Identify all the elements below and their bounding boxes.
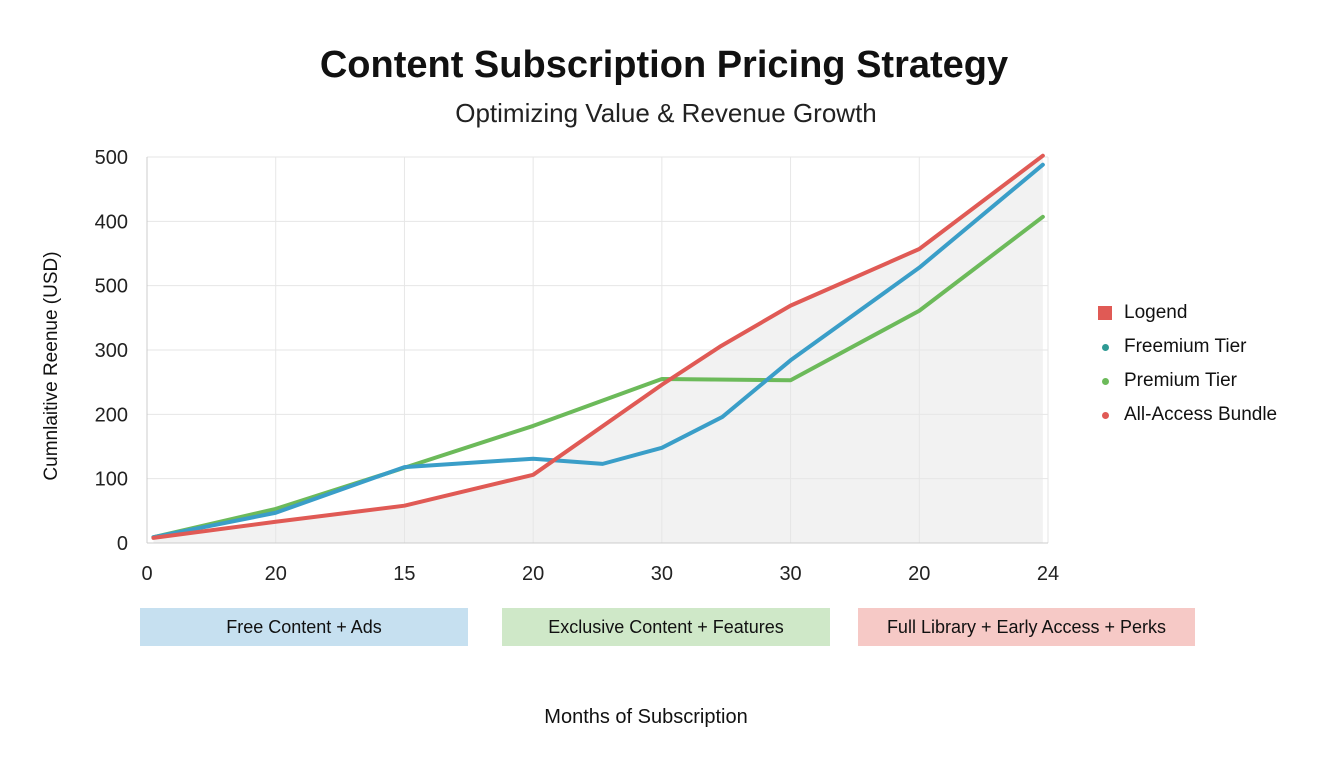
y-axis-label: Cumnlaitive Reenue (USD)	[41, 251, 62, 481]
series-line-all-access-bundle	[151, 153, 1045, 540]
legend-item-premium: Premium Tier	[1098, 364, 1277, 398]
y-tick-label: 0	[117, 533, 128, 555]
x-tick-label: 30	[779, 563, 801, 585]
legend-title-text: Logend	[1124, 302, 1188, 323]
y-tick-label: 400	[95, 211, 128, 233]
legend-dot-icon	[1102, 343, 1109, 351]
area-fill	[153, 155, 1043, 544]
legend-label: Premium Tier	[1124, 370, 1237, 391]
y-tick-label: 300	[95, 340, 128, 362]
x-tick-label: 0	[141, 563, 152, 585]
legend-label: Freemium Tier	[1124, 336, 1247, 357]
legend-dot-icon	[1102, 377, 1109, 385]
y-tick-label: 200	[95, 404, 128, 426]
tier-band-free: Free Content + Ads	[140, 608, 468, 646]
x-tick-label: 20	[908, 563, 930, 585]
tier-band-exclusive: Exclusive Content + Features	[502, 608, 830, 646]
x-tick-label: 20	[522, 563, 544, 585]
legend-dot-icon	[1102, 411, 1109, 419]
series-line-premium-tier	[151, 214, 1045, 540]
legend-label: All-Access Bundle	[1124, 404, 1278, 425]
y-tick-label: 100	[95, 469, 128, 491]
y-tick-label: 500	[95, 276, 128, 298]
tier-band-full: Full Library + Early Access + Perks	[858, 608, 1195, 646]
x-tick-label: 30	[651, 563, 673, 585]
chart-subtitle: Optimizing Value & Revenue Growth	[455, 98, 877, 128]
legend: Logend Freemium Tier Premium Tier All-Ac…	[1098, 296, 1277, 432]
legend-item-all-access: All-Access Bundle	[1098, 398, 1277, 432]
x-tick-label: 24	[1037, 563, 1059, 585]
x-tick-label: 20	[265, 563, 287, 585]
x-tick-label: 15	[393, 563, 415, 585]
x-axis-label: Months of Subscription	[544, 706, 748, 728]
legend-title: Logend	[1098, 296, 1277, 330]
series-line-freemium-tier	[151, 162, 1045, 540]
y-tick-label: 500	[95, 147, 128, 169]
legend-item-freemium: Freemium Tier	[1098, 330, 1277, 364]
chart-title: Content Subscription Pricing Strategy	[319, 44, 1009, 86]
legend-square-icon	[1098, 306, 1112, 320]
